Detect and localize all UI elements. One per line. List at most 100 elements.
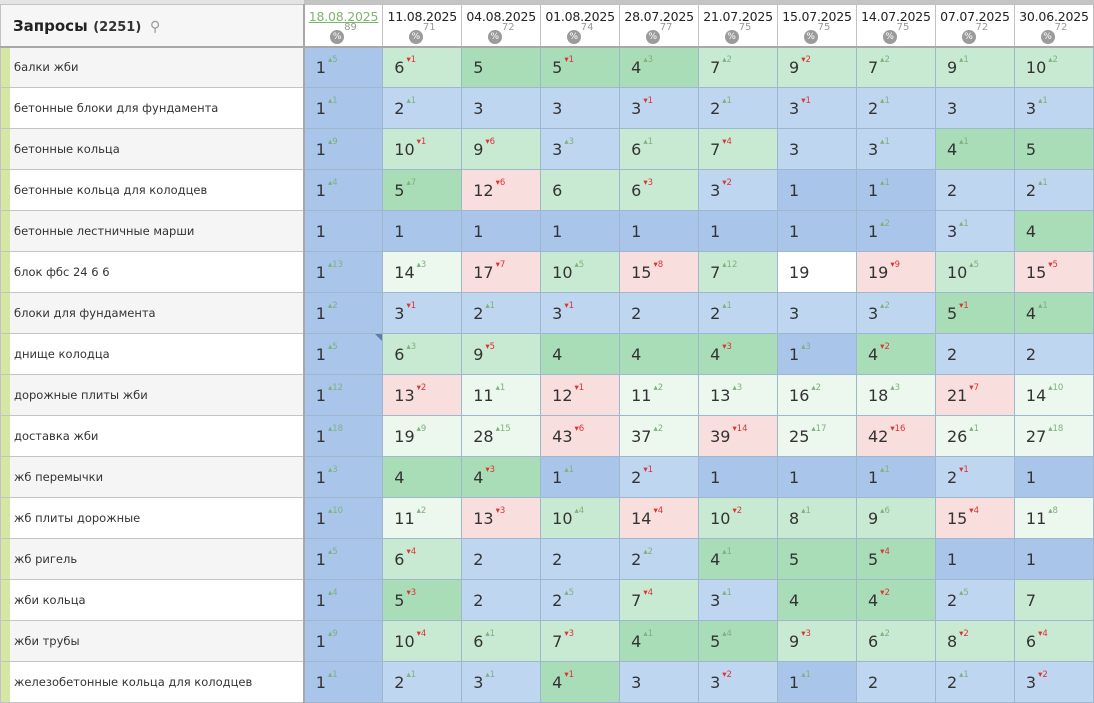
position-cell[interactable]: 1 ▴5 [303, 538, 384, 580]
position-cell[interactable]: 5 [777, 538, 857, 580]
position-cell[interactable]: 11 ▴2 [382, 497, 463, 539]
keyword-cell[interactable]: жби кольца [0, 579, 305, 621]
position-cell[interactable]: 13 ▾3 [461, 497, 542, 539]
position-cell[interactable]: 3 ▴2 [855, 292, 936, 334]
position-cell[interactable]: 21 ▾7 [934, 374, 1015, 416]
position-cell[interactable]: 8 ▾2 [934, 620, 1015, 662]
position-cell[interactable]: 12 ▾1 [540, 374, 621, 416]
position-cell[interactable]: 1 ▴10 [303, 497, 384, 539]
date-column-header[interactable]: 21.07.2025 %75 [698, 4, 779, 48]
position-cell[interactable]: 3 [461, 87, 542, 129]
keyword-cell[interactable]: жб перемычки [0, 456, 305, 498]
position-cell[interactable]: 27 ▴18 [1013, 415, 1094, 457]
position-cell[interactable]: 13 ▾2 [382, 374, 463, 416]
position-cell[interactable]: 5 [461, 46, 542, 88]
position-cell[interactable]: 6 ▴1 [619, 128, 700, 170]
position-cell[interactable]: 4 ▾3 [461, 456, 542, 498]
position-cell[interactable]: 11 ▴1 [461, 374, 542, 416]
keyword-cell[interactable]: бетонные блоки для фундамента [0, 87, 305, 129]
position-cell[interactable]: 4 ▾3 [698, 333, 779, 375]
date-label[interactable]: 04.08.2025 [466, 9, 536, 24]
date-column-header[interactable]: 11.08.2025 %71 [382, 4, 463, 48]
position-cell[interactable]: 3 [777, 292, 857, 334]
keyword-cell[interactable]: бетонные лестничные марши [0, 210, 305, 252]
scrollbar-thumb[interactable] [304, 0, 1094, 4]
position-cell[interactable]: 4 ▴1 [1013, 292, 1094, 334]
position-cell[interactable]: 10 ▴5 [934, 251, 1015, 293]
position-cell[interactable]: 3 ▴1 [855, 128, 936, 170]
position-cell[interactable]: 2 ▴1 [934, 661, 1015, 703]
position-cell[interactable]: 2 [934, 333, 1015, 375]
position-cell[interactable]: 13 ▴3 [698, 374, 779, 416]
date-label[interactable]: 18.08.2025 [308, 9, 379, 24]
position-cell[interactable]: 18 ▴3 [855, 374, 936, 416]
position-cell[interactable]: 3 ▴3 [540, 128, 621, 170]
position-cell[interactable]: 7 ▾4 [698, 128, 779, 170]
position-cell[interactable]: 28 ▴15 [461, 415, 542, 457]
position-cell[interactable]: 6 ▴2 [855, 620, 936, 662]
position-cell[interactable]: 5 ▾3 [382, 579, 463, 621]
position-cell[interactable]: 6 ▾4 [382, 538, 463, 580]
position-cell[interactable]: 2 ▴1 [1013, 169, 1094, 211]
position-cell[interactable]: 2 ▴1 [382, 87, 463, 129]
position-cell[interactable]: 1 ▴18 [303, 415, 384, 457]
position-cell[interactable]: 4 [540, 333, 621, 375]
date-label[interactable]: 11.08.2025 [387, 9, 458, 24]
position-cell[interactable]: 5 [1013, 128, 1094, 170]
position-cell[interactable]: 3 ▴1 [698, 579, 779, 621]
position-cell[interactable]: 7 [1013, 579, 1094, 621]
date-column-header[interactable]: 30.06.2025 %72 [1013, 4, 1094, 48]
position-cell[interactable]: 1 ▴2 [303, 292, 384, 334]
position-cell[interactable]: 5 ▾4 [855, 538, 936, 580]
position-cell[interactable]: 19 ▴9 [382, 415, 463, 457]
position-cell[interactable]: 4 [382, 456, 463, 498]
position-cell[interactable]: 4 ▴1 [934, 128, 1015, 170]
position-cell[interactable]: 1 [698, 210, 779, 252]
position-cell[interactable]: 1 ▴5 [303, 333, 384, 375]
position-cell[interactable]: 4 ▾1 [540, 661, 621, 703]
position-cell[interactable]: 4 ▴1 [619, 620, 700, 662]
position-cell[interactable]: 6 ▾1 [382, 46, 463, 88]
date-column-header[interactable]: 28.07.2025 %77 [619, 4, 700, 48]
position-cell[interactable]: 1 ▴1 [540, 456, 621, 498]
position-cell[interactable]: 25 ▴17 [777, 415, 857, 457]
keyword-cell[interactable]: днище колодца [0, 333, 305, 375]
position-cell[interactable]: 9 ▾2 [777, 46, 857, 88]
position-cell[interactable]: 15 ▾4 [934, 497, 1015, 539]
position-cell[interactable]: 16 ▴2 [777, 374, 857, 416]
horizontal-scrollbar[interactable] [0, 0, 1094, 4]
keyword-cell[interactable]: дорожные плиты жби [0, 374, 305, 416]
position-cell[interactable]: 15 ▾5 [1013, 251, 1094, 293]
position-cell[interactable]: 5 ▾1 [540, 46, 621, 88]
position-cell[interactable]: 3 ▾2 [698, 661, 779, 703]
position-cell[interactable]: 2 ▴1 [698, 87, 779, 129]
position-cell[interactable]: 2 ▾1 [619, 456, 700, 498]
position-cell[interactable]: 2 ▴1 [382, 661, 463, 703]
position-cell[interactable]: 19 [777, 251, 857, 293]
position-cell[interactable]: 1 ▴1 [855, 456, 936, 498]
keyword-cell[interactable]: доставка жби [0, 415, 305, 457]
position-cell[interactable]: 3 [540, 87, 621, 129]
position-cell[interactable]: 6 [540, 169, 621, 211]
date-column-header[interactable]: 15.07.2025 %75 [777, 4, 857, 48]
position-cell[interactable]: 9 ▾6 [461, 128, 542, 170]
keyword-cell[interactable]: балки жби [0, 46, 305, 88]
position-cell[interactable]: 10 ▾1 [382, 128, 463, 170]
date-label[interactable]: 28.07.2025 [624, 9, 694, 24]
keyword-cell[interactable]: жб ригель [0, 538, 305, 580]
position-cell[interactable]: 6 ▾4 [1013, 620, 1094, 662]
position-cell[interactable]: 1 ▴2 [855, 210, 936, 252]
position-cell[interactable]: 1 [382, 210, 463, 252]
position-cell[interactable]: 39 ▾14 [698, 415, 779, 457]
position-cell[interactable]: 9 ▾3 [777, 620, 857, 662]
position-cell[interactable]: 3 ▾1 [619, 87, 700, 129]
date-label[interactable]: 07.07.2025 [940, 9, 1010, 24]
position-cell[interactable]: 2 [855, 661, 936, 703]
date-column-header[interactable]: 07.07.2025 %72 [934, 4, 1015, 48]
position-cell[interactable]: 4 ▴1 [698, 538, 779, 580]
position-cell[interactable]: 1 ▴1 [303, 661, 384, 703]
position-cell[interactable]: 1 [1013, 538, 1094, 580]
date-label[interactable]: 21.07.2025 [703, 9, 773, 24]
position-cell[interactable]: 1 [303, 210, 384, 252]
date-label[interactable]: 14.07.2025 [861, 9, 931, 24]
